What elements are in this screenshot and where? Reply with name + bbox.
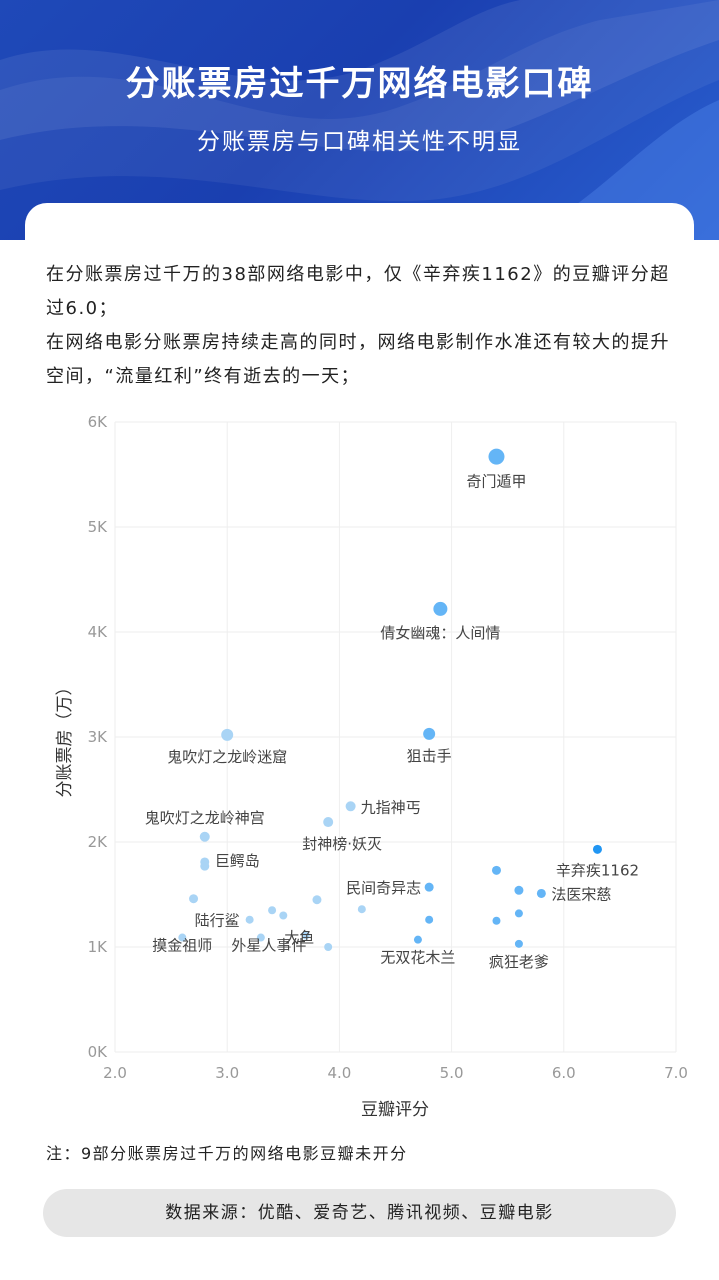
data-points — [178, 448, 602, 951]
header-banner: 分账票房过千万网络电影口碑 分账票房与口碑相关性不明显 — [0, 0, 719, 240]
scatter-point — [268, 906, 277, 915]
y-tick-label: 5K — [88, 518, 109, 536]
point-label: 奇门遁甲 — [466, 473, 526, 491]
footnote: 注：9部分账票房过千万的网络电影豆瓣未开分 — [46, 1144, 408, 1163]
y-tick-label: 6K — [88, 413, 109, 431]
scatter-point — [514, 885, 524, 895]
intro-paragraph-1: 在分账票房过千万的38部网络电影中，仅《辛弃疾1162》的豆瓣评分超过6.0； — [46, 264, 670, 319]
y-axis-label: 分账票房（万） — [55, 679, 75, 798]
x-tick-label: 3.0 — [215, 1064, 239, 1082]
point-label: 法医宋慈 — [551, 885, 611, 903]
scatter-point — [514, 939, 523, 948]
point-label: 外星人事件 — [231, 937, 306, 955]
page-subtitle: 分账票房与口碑相关性不明显 — [197, 129, 522, 155]
scatter-point — [514, 909, 523, 918]
point-label: 巨鳄岛 — [215, 852, 260, 870]
point-label: 鬼吹灯之龙岭迷窟 — [167, 748, 287, 766]
scatter-point — [345, 801, 356, 812]
scatter-point — [423, 727, 436, 740]
point-label: 摸金祖师 — [152, 937, 212, 955]
scatter-point — [433, 601, 448, 616]
scatter-point — [200, 861, 210, 871]
y-tick-label: 1K — [88, 938, 109, 956]
point-label: 陆行鲨 — [195, 912, 240, 930]
x-axis-label: 豆瓣评分 — [361, 1100, 429, 1120]
x-tick-label: 2.0 — [103, 1064, 127, 1082]
scatter-point — [425, 915, 434, 924]
y-tick-label: 4K — [88, 623, 109, 641]
y-tick-label: 0K — [88, 1043, 109, 1061]
scatter-point — [199, 831, 210, 842]
intro-paragraph-2: 在网络电影分账票房持续走高的同时，网络电影制作水准还有较大的提升空间，“流量红利… — [46, 332, 670, 387]
x-tick-label: 7.0 — [664, 1064, 688, 1082]
scatter-point — [413, 935, 422, 944]
y-tick-label: 2K — [88, 833, 109, 851]
grid-lines — [114, 421, 677, 1053]
scatter-point — [536, 888, 546, 898]
scatter-point — [312, 895, 322, 905]
point-label: 辛弃疾1162 — [556, 861, 639, 879]
scatter-point — [178, 933, 187, 942]
scatter-point — [301, 931, 310, 940]
point-label: 封神榜·妖灭 — [302, 835, 382, 853]
scatter-point — [189, 894, 199, 904]
scatter-point — [324, 943, 333, 951]
point-label: 九指神丐 — [361, 798, 421, 816]
scatter-point — [279, 911, 288, 920]
x-tick-label: 4.0 — [327, 1064, 351, 1082]
page-title: 分账票房过千万网络电影口碑 — [125, 64, 594, 104]
scatter-point — [221, 728, 234, 741]
scatter-point — [488, 448, 505, 465]
intro-text: 在分账票房过千万的38部网络电影中，仅《辛弃疾1162》的豆瓣评分超过6.0； … — [46, 258, 676, 394]
content-card — [25, 203, 694, 1280]
point-label: 鬼吹灯之龙岭神宫 — [145, 809, 265, 827]
scatter-point — [357, 905, 366, 914]
point-label: 疯狂老爹 — [489, 953, 549, 971]
point-label: 无双花木兰 — [380, 949, 455, 967]
scatter-point — [323, 817, 334, 828]
x-tick-label: 6.0 — [552, 1064, 576, 1082]
scatter-point — [592, 844, 602, 854]
scatter-point — [245, 915, 254, 924]
x-tick-label: 5.0 — [440, 1064, 464, 1082]
point-label: 倩女幽魂：人间情 — [380, 624, 500, 642]
scatter-chart: 0K 1K 2K 3K 4K 5K 6K 2.0 3.0 4.0 5.0 6.0 7.0 奇门遁甲倩女幽… — [55, 413, 688, 1120]
scatter-point — [424, 882, 434, 892]
point-label: 民间奇异志 — [346, 879, 421, 897]
scatter-point — [492, 916, 501, 925]
scatter-point — [256, 933, 265, 942]
scatter-point — [491, 865, 501, 875]
y-tick-label: 3K — [88, 728, 109, 746]
data-source-badge: 数据来源：优酷、爱奇艺、腾讯视频、豆瓣电影 — [43, 1189, 676, 1237]
axis-ticks: 0K 1K 2K 3K 4K 5K 6K 2.0 3.0 4.0 5.0 6.0 7.0 — [88, 413, 688, 1082]
point-label: 狙击手 — [407, 747, 452, 765]
point-label: 大鱼 — [284, 929, 314, 947]
